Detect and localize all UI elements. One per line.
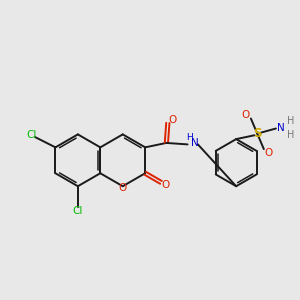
- Text: O: O: [118, 183, 127, 193]
- Text: O: O: [242, 110, 250, 120]
- Text: H: H: [287, 116, 294, 126]
- Text: Cl: Cl: [26, 130, 37, 140]
- Text: N: N: [277, 123, 284, 133]
- Text: N: N: [191, 138, 199, 148]
- Text: S: S: [253, 127, 262, 140]
- Text: O: O: [169, 115, 177, 125]
- Text: H: H: [287, 130, 294, 140]
- Text: O: O: [265, 148, 273, 158]
- Text: H: H: [186, 134, 192, 142]
- Text: Cl: Cl: [73, 206, 83, 216]
- Text: O: O: [161, 180, 170, 190]
